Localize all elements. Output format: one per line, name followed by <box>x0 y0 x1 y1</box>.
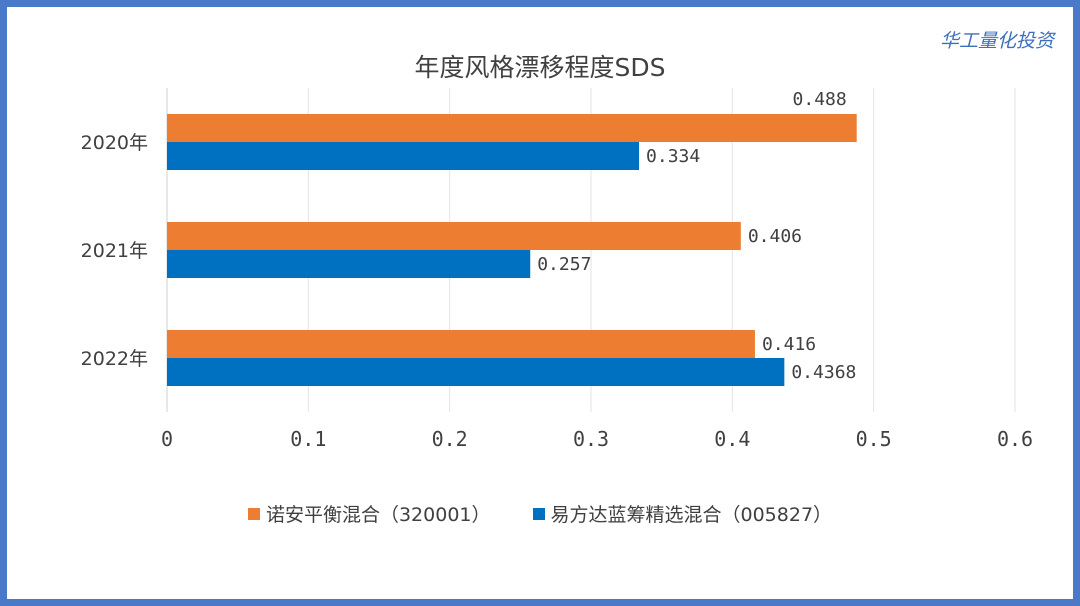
x-tick-label: 0.1 <box>290 427 326 451</box>
x-tick-label: 0 <box>161 427 173 451</box>
category-label: 2020年 <box>81 132 148 154</box>
legend: 诺安平衡混合（320001） 易方达蓝筹精选混合（005827） <box>0 500 1080 527</box>
chart-title: 年度风格漂移程度SDS <box>414 53 666 82</box>
legend-swatch-series-1 <box>247 507 260 520</box>
data-label: 0.416 <box>762 334 816 355</box>
x-tick-label: 0.4 <box>714 427 750 451</box>
bar-series-1 <box>167 330 755 358</box>
bar-series-2 <box>167 142 640 170</box>
x-tick-label: 0.2 <box>432 427 468 451</box>
legend-label-series-2: 易方达蓝筹精选混合（005827） <box>550 504 833 526</box>
bar-series-2 <box>167 358 785 386</box>
legend-swatch-series-2 <box>532 507 545 520</box>
category-label: 2022年 <box>81 348 148 370</box>
data-label: 0.488 <box>793 89 847 110</box>
bar-series-1 <box>167 222 741 250</box>
data-label: 0.334 <box>646 146 700 167</box>
x-tick-label: 0.6 <box>997 427 1033 451</box>
data-label: 0.257 <box>537 254 591 275</box>
legend-label-series-1: 诺安平衡混合（320001） <box>265 504 491 526</box>
x-tick-label: 0.3 <box>573 427 609 451</box>
bar-series-1 <box>167 114 857 142</box>
x-tick-label: 0.5 <box>856 427 892 451</box>
legend-item-series-1: 诺安平衡混合（320001） <box>247 500 491 527</box>
category-label: 2021年 <box>81 240 148 262</box>
bar-series-2 <box>167 250 531 278</box>
data-label: 0.4368 <box>791 362 856 383</box>
brand-watermark: 华工量化投资 <box>939 30 1054 52</box>
legend-item-series-2: 易方达蓝筹精选混合（005827） <box>532 500 833 527</box>
data-label: 0.406 <box>748 226 802 247</box>
